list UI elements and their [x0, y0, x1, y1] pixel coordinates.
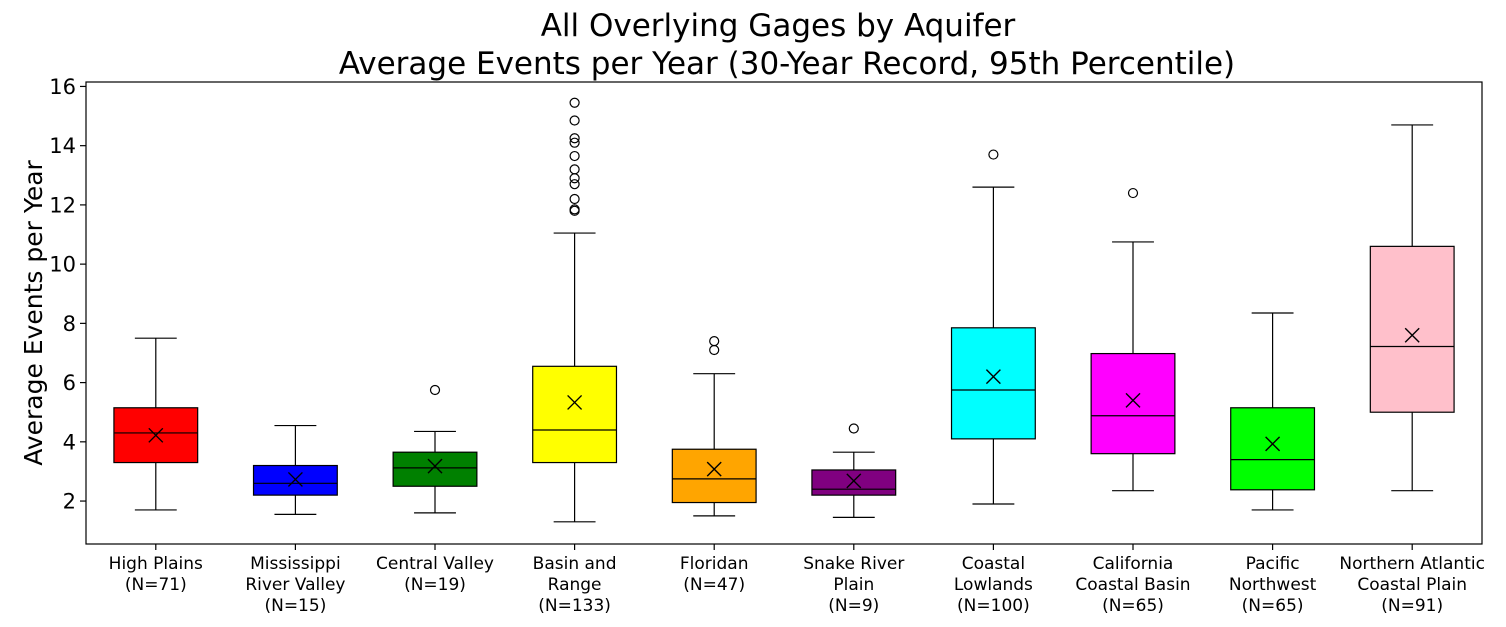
outlier-point — [848, 423, 859, 434]
x-category-label: Basin and Range (N=133) — [533, 554, 617, 616]
box-group: Pacific Northwest (N=65) — [1229, 312, 1317, 616]
outlier-point — [569, 179, 580, 190]
plot-frame — [85, 81, 1483, 545]
x-category-label: Pacific Northwest (N=65) — [1229, 554, 1317, 616]
box-iqr — [532, 365, 618, 464]
mean-marker — [287, 471, 303, 487]
box-group: Mississippi River Valley (N=15) — [245, 424, 345, 616]
box-iqr — [811, 469, 897, 496]
box-group: Basin and Range (N=133) — [532, 97, 618, 616]
x-category-label-line: (N=65) — [1102, 596, 1164, 616]
x-category-label-line: Plain — [833, 575, 874, 595]
box-group: High Plains (N=71) — [109, 337, 203, 595]
mean-marker — [985, 369, 1001, 385]
x-category-label: Mississippi River Valley (N=15) — [245, 554, 345, 616]
x-category-label-line: (N=133) — [538, 596, 611, 616]
plot-area: 2 4 6 8 10 12 14 16 High Plains (N=71) Mississippi… — [49, 75, 1485, 616]
x-category-label-line: Basin and — [533, 554, 617, 574]
y-tick-label: 12 — [49, 193, 76, 217]
chart-title-line-1: All Overlying Gages by Aquifer — [541, 8, 1016, 44]
box-iqr — [671, 448, 757, 504]
outlier-point — [569, 137, 580, 148]
x-category-label-line: River Valley — [245, 575, 345, 595]
box-iqr — [392, 451, 478, 487]
x-category-label-line: High Plains — [109, 554, 203, 574]
x-category-label: Floridan (N=47) — [680, 554, 749, 595]
y-tick-label: 8 — [63, 312, 76, 336]
y-tick-label: 14 — [49, 134, 76, 158]
box-group: Snake River Plain (N=9) — [803, 423, 904, 616]
outlier-point — [988, 149, 999, 160]
x-category-label-line: Range — [548, 575, 602, 595]
outlier-point — [569, 193, 580, 205]
outlier-point — [569, 133, 580, 144]
x-category-label-line: (N=47) — [683, 575, 745, 595]
x-category-label-line: Coastal Basin — [1075, 575, 1190, 595]
y-axis-label: Average Events per Year — [19, 159, 48, 465]
x-category-label-line: California — [1093, 554, 1174, 574]
mean-marker — [706, 461, 722, 477]
box-iqr — [1369, 245, 1455, 413]
x-category-label-line: Coastal Plain — [1357, 575, 1467, 595]
mean-marker — [148, 427, 164, 443]
x-category-label: Northern Atlantic Coastal Plain (N=91) — [1339, 554, 1485, 616]
y-tick-label: 10 — [49, 253, 76, 277]
x-category-label: High Plains (N=71) — [109, 554, 203, 595]
x-category-label-line: Pacific — [1246, 554, 1300, 574]
x-category-label: Coastal Lowlands (N=100) — [954, 554, 1033, 616]
outlier-point — [569, 150, 580, 162]
box-iqr — [950, 327, 1036, 440]
mean-marker — [1265, 436, 1281, 452]
outlier-point — [569, 97, 580, 108]
box-group: Floridan (N=47) — [671, 336, 757, 595]
x-category-label-line: Mississippi — [250, 554, 341, 574]
x-category-label-line: Northern Atlantic — [1339, 554, 1485, 574]
y-tick-label: 2 — [63, 490, 76, 514]
mean-marker — [567, 394, 583, 410]
mean-marker — [846, 473, 862, 489]
x-category-label-line: (N=15) — [264, 596, 326, 616]
x-category-label-line: (N=100) — [957, 596, 1030, 616]
x-category-label-line: Lowlands — [954, 575, 1033, 595]
outlier-point — [709, 344, 720, 356]
outlier-point — [569, 204, 580, 215]
box-group: California Coastal Basin (N=65) — [1075, 187, 1191, 616]
x-category-label: Snake River Plain (N=9) — [803, 554, 904, 616]
x-category-label-line: (N=65) — [1242, 596, 1304, 616]
mean-marker — [427, 458, 443, 474]
x-category-label-line: Central Valley — [376, 554, 494, 574]
outlier-point — [569, 164, 580, 175]
x-category-label-line: (N=91) — [1381, 596, 1443, 616]
box-group: Northern Atlantic Coastal Plain (N=91) — [1339, 124, 1485, 616]
box-iqr — [1230, 407, 1316, 491]
x-category-label-line: Coastal — [962, 554, 1025, 574]
mean-marker — [1125, 392, 1141, 408]
x-category-label-line: (N=71) — [125, 575, 187, 595]
x-category-label-line: Snake River — [803, 554, 904, 574]
mean-marker — [1404, 327, 1420, 343]
y-tick-label: 4 — [63, 430, 76, 454]
y-tick-label: 6 — [63, 371, 76, 395]
outlier-point — [709, 336, 720, 347]
outlier-point — [569, 115, 580, 126]
chart-title-line-2: Average Events per Year (30-Year Record,… — [339, 46, 1235, 82]
box-group: Central Valley (N=19) — [376, 384, 494, 595]
x-category-label-line: Northwest — [1229, 575, 1317, 595]
outlier-point — [429, 384, 441, 396]
x-category-label-line: Floridan — [680, 554, 749, 574]
box-iqr — [1090, 352, 1176, 455]
outlier-point — [1127, 187, 1139, 199]
x-category-label-line: (N=9) — [828, 596, 879, 616]
x-category-label: California Coastal Basin (N=65) — [1075, 554, 1190, 616]
x-category-label: Central Valley (N=19) — [376, 554, 494, 595]
x-category-label-line: (N=19) — [404, 575, 466, 595]
box-group: Coastal Lowlands (N=100) — [950, 149, 1036, 616]
outlier-point — [569, 173, 580, 184]
y-tick-label: 16 — [49, 75, 76, 99]
